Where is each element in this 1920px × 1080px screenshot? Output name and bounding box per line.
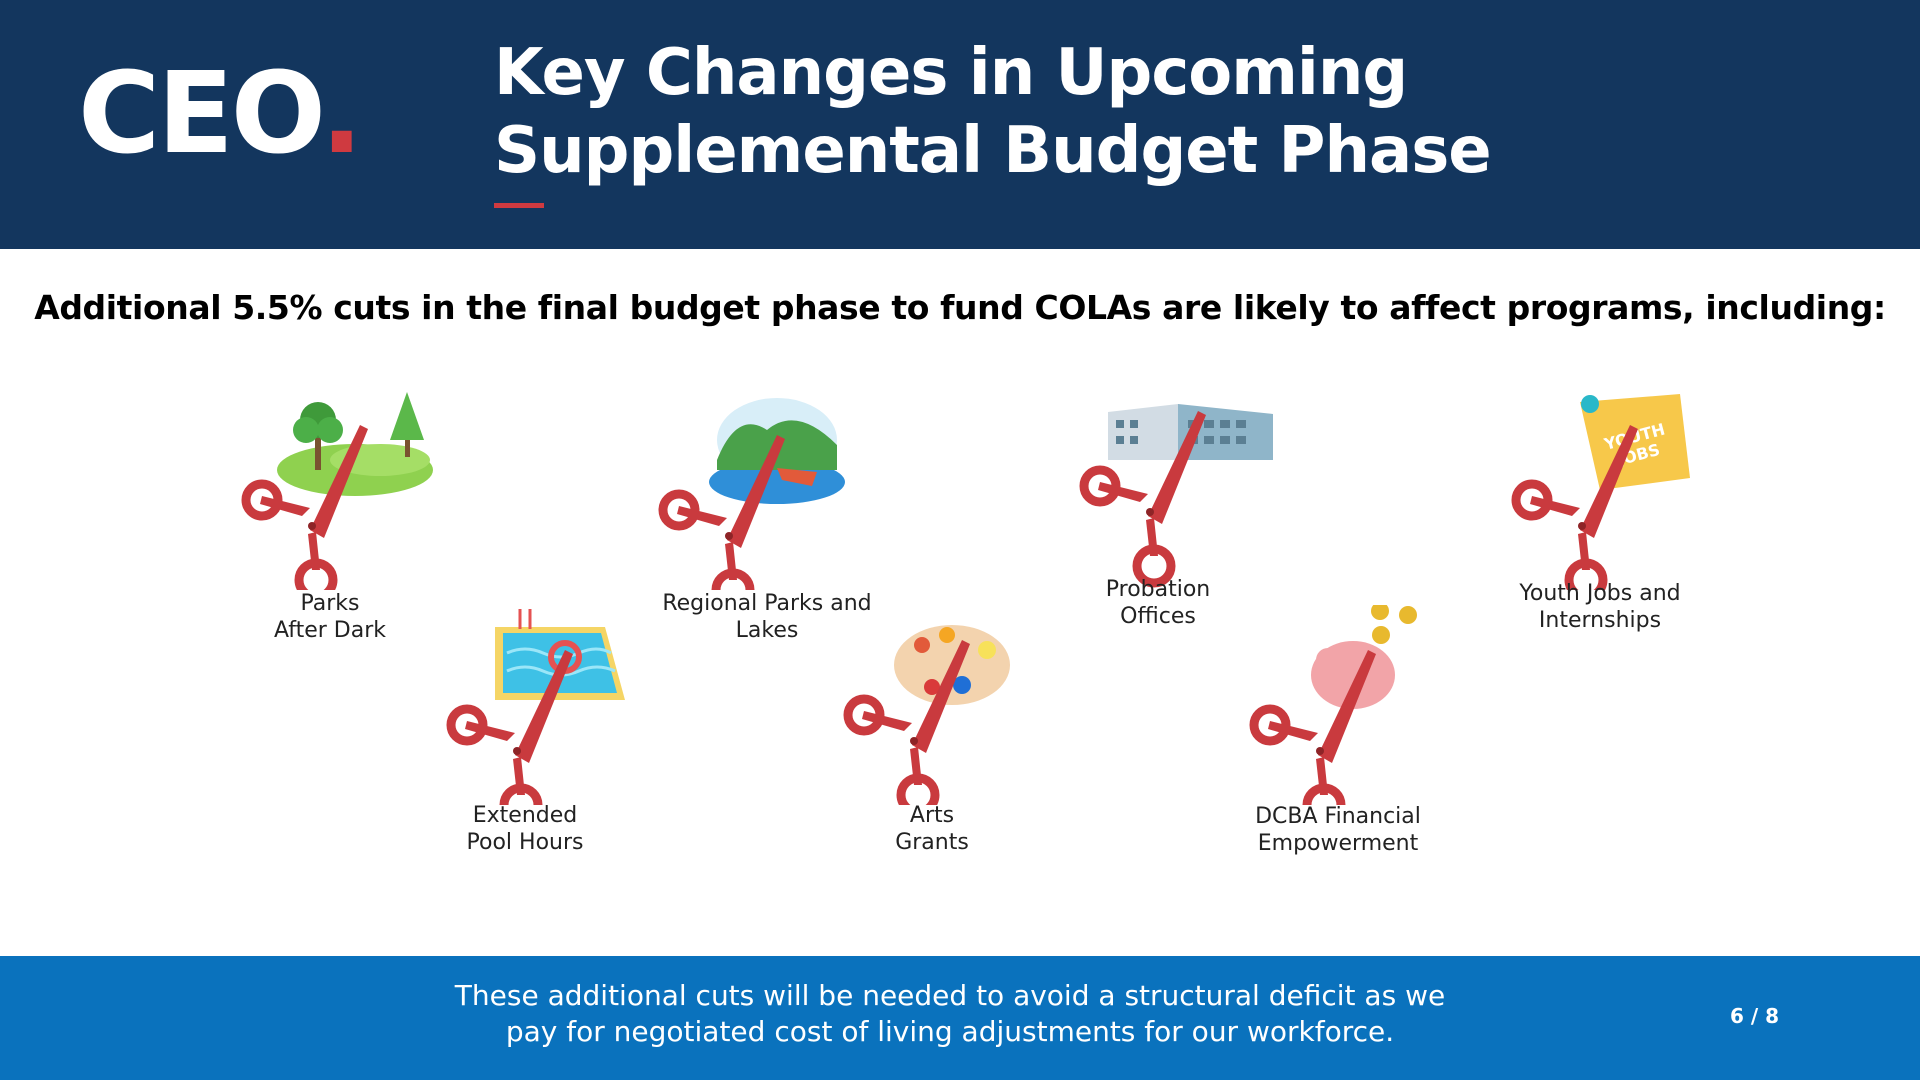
title-line-2: Supplemental Budget Phase: [494, 114, 1492, 188]
youth-jobs-icon: YOUTH JOBS: [1450, 394, 1690, 590]
program-parks-after-dark: Parks After Dark: [180, 390, 480, 650]
park-icon: [180, 392, 433, 590]
program-label: Parks After Dark: [273, 591, 387, 643]
header-banner: CEO. Key Changes in Upcoming Supplementa…: [0, 0, 1920, 249]
palette-icon: [782, 625, 1082, 805]
program-arts-grants: Arts Grants: [782, 605, 1082, 865]
program-probation-offices: Probation Offices: [1008, 390, 1308, 650]
building-icon: [1008, 404, 1273, 590]
lake-icon: [617, 398, 845, 590]
ceo-logo: CEO.: [78, 49, 363, 179]
page-title: Key Changes in Upcoming Supplemental Bud…: [494, 34, 1694, 190]
title-line-1: Key Changes in Upcoming: [494, 36, 1408, 110]
program-label: Regional Parks and Lakes: [662, 591, 872, 643]
title-underline: [494, 203, 544, 208]
page-number: 6 / 8: [1730, 1004, 1780, 1028]
program-label: Extended Pool Hours: [466, 803, 584, 855]
program-label: Youth Jobs and Internships: [1519, 581, 1681, 633]
program-label: Arts Grants: [895, 803, 969, 855]
program-regional-parks-and-lakes: Regional Parks and Lakes: [617, 390, 917, 650]
footer-banner: These additional cuts will be needed to …: [0, 956, 1920, 1080]
piggy-bank-icon: [1188, 605, 1488, 805]
program-dcba-financial-empowerment: DCBA Financial Empowerment: [1188, 605, 1488, 865]
pool-icon: [375, 609, 625, 805]
footer-message: These additional cuts will be needed to …: [454, 979, 1446, 1048]
program-label: Probation Offices: [1105, 577, 1211, 629]
program-extended-pool-hours: Extended Pool Hours: [375, 605, 675, 865]
program-label: DCBA Financial Empowerment: [1255, 804, 1421, 856]
subtitle: Additional 5.5% cuts in the final budget…: [34, 288, 1886, 327]
program-youth-jobs-and-internships: YOUTH JOBS Youth Jobs and Internships: [1450, 390, 1750, 650]
